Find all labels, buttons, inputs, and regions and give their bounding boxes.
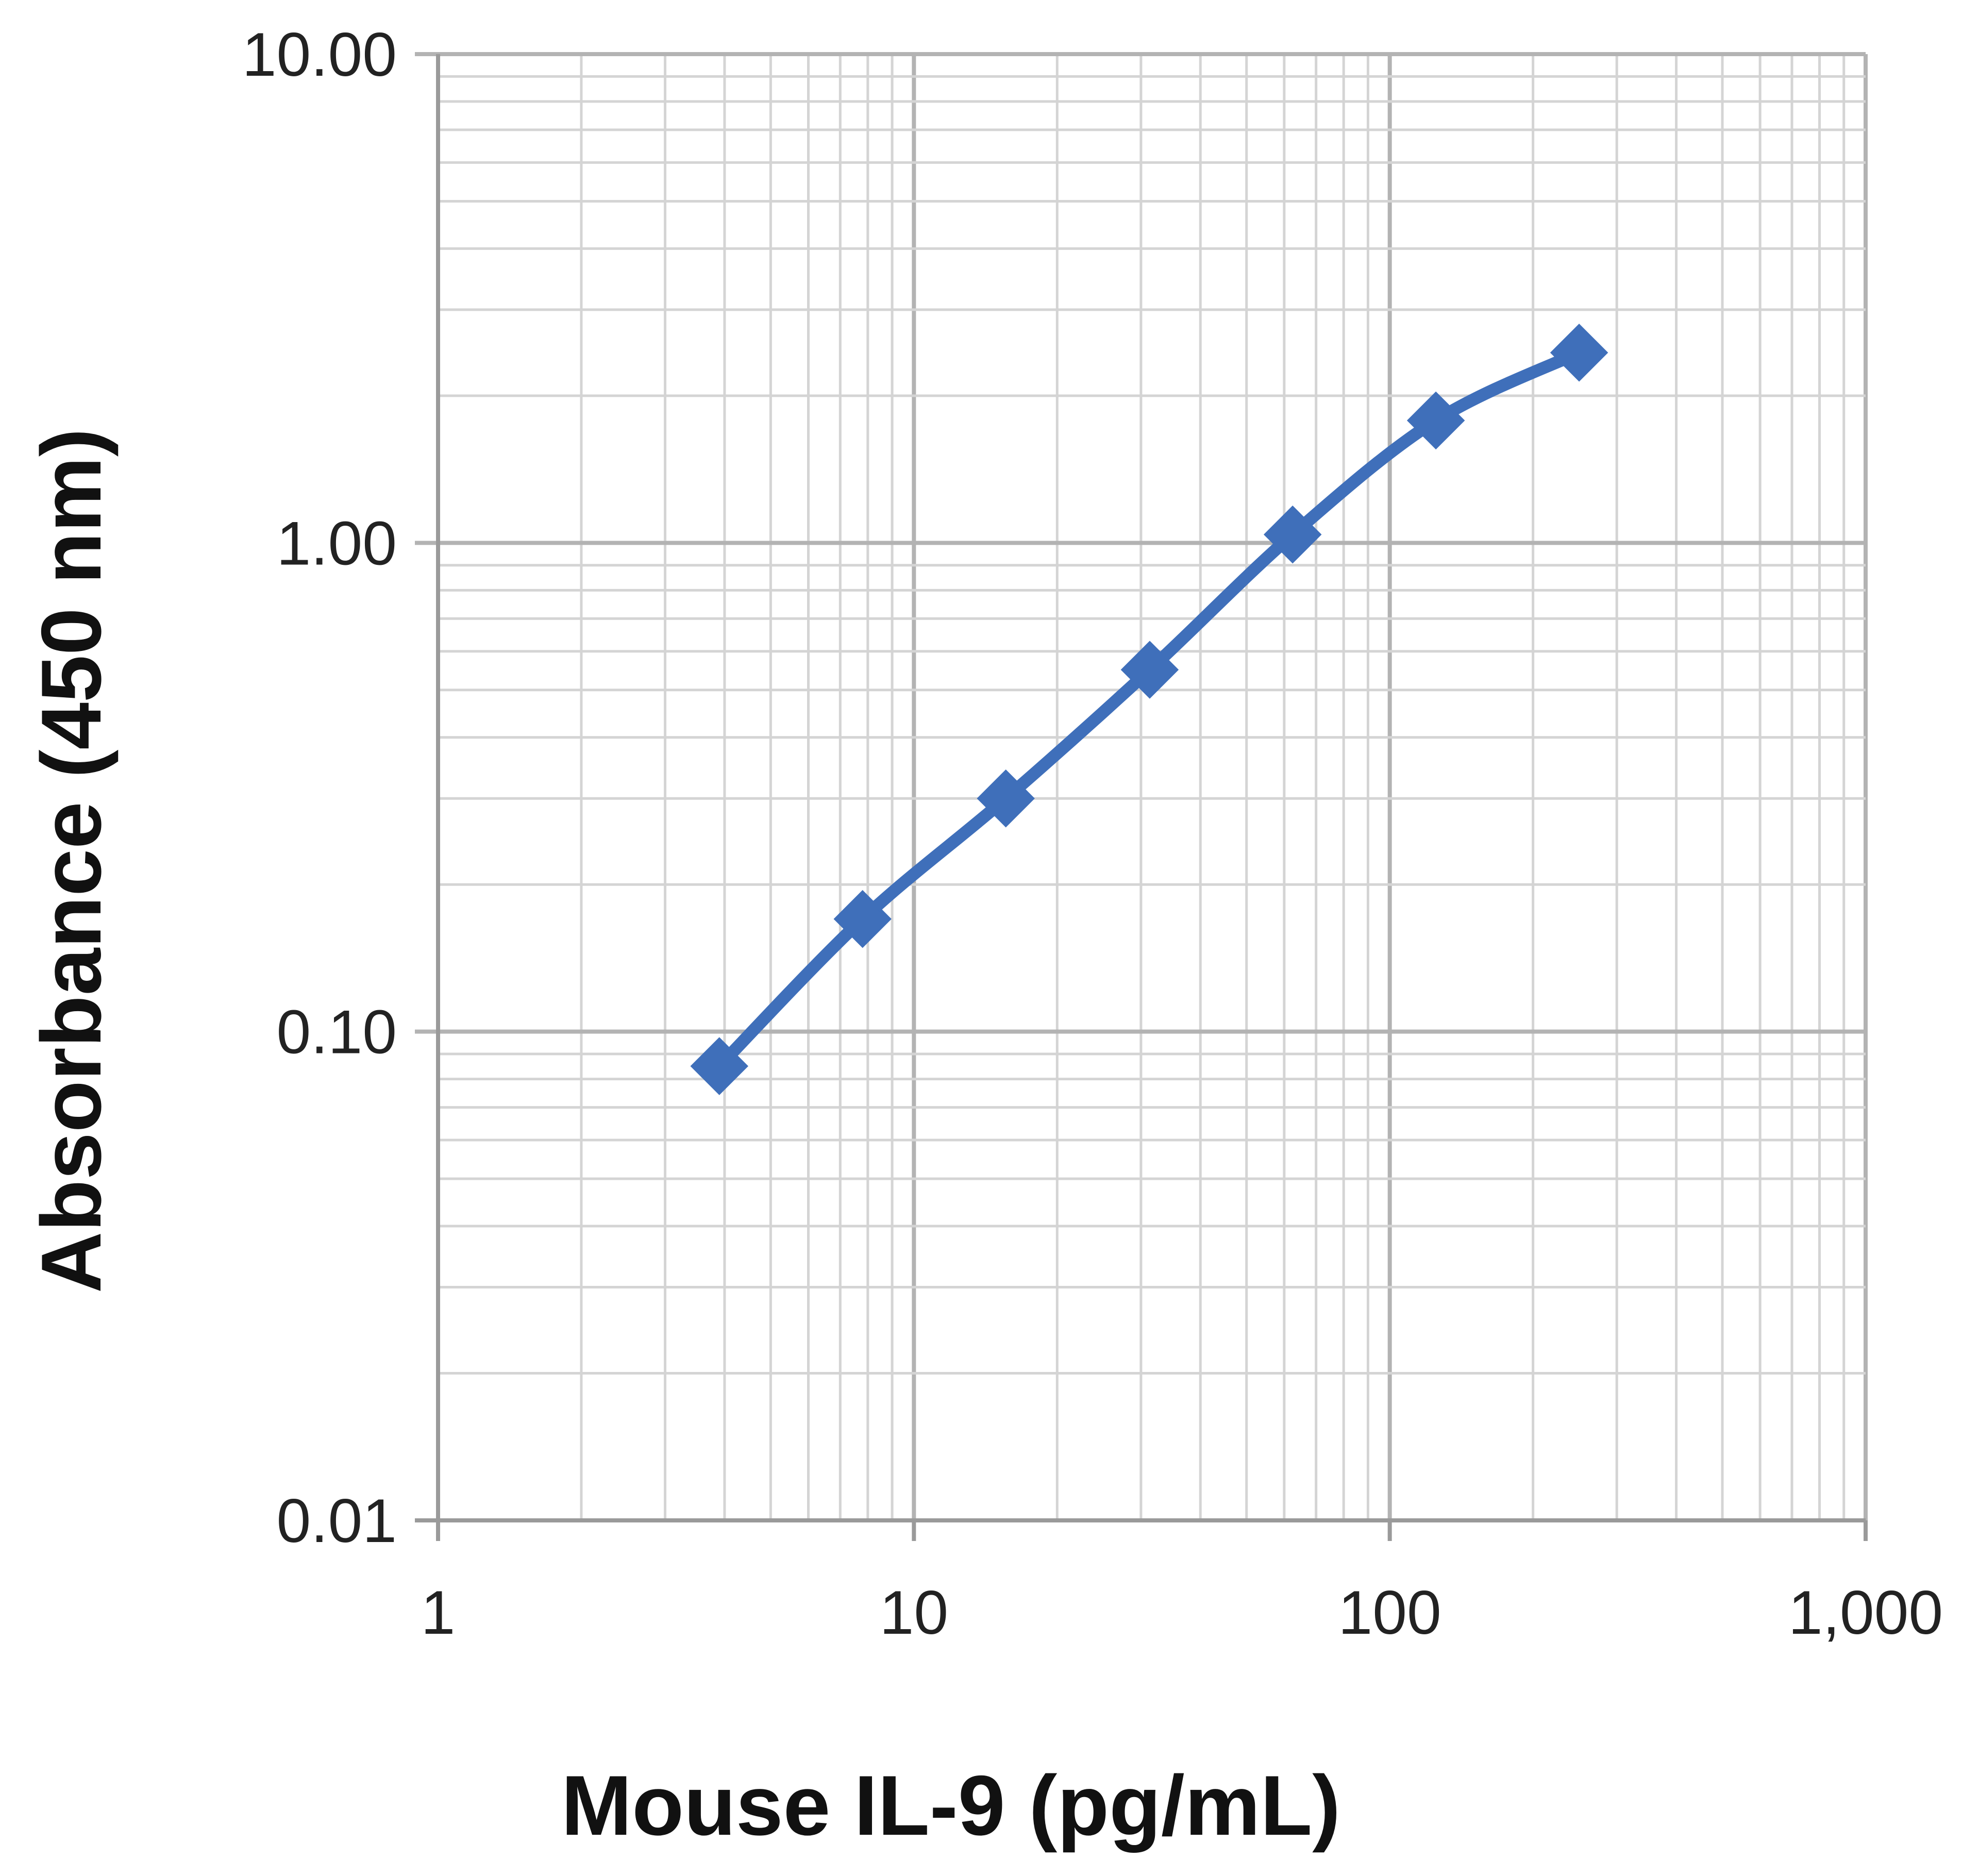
data-point-marker [1263,505,1322,564]
x-tick-label: 1,000 [1788,1578,1943,1647]
data-point-marker [1550,324,1608,382]
y-tick-label: 0.10 [276,998,397,1067]
x-axis-title: Mouse IL-9 (pg/mL) [561,1758,1340,1853]
series-line [713,346,1586,1073]
y-axis-title: Absorbance (450 nm) [24,428,119,1293]
y-tick-label: 0.01 [276,1486,397,1555]
data-point-marker [690,1037,748,1095]
data-point-marker [1120,641,1179,699]
x-tick-label: 100 [1338,1578,1441,1647]
x-tick-label: 10 [880,1578,948,1647]
grid [415,52,1868,1522]
series [690,324,1608,1095]
data-point-marker [977,769,1035,828]
axes [415,54,1868,1541]
x-tick-label: 1 [421,1578,456,1647]
y-tick-label: 10.00 [242,20,397,89]
data-point-marker [833,890,892,948]
y-tick-labels: 0.01 0.10 1.00 10.00 [242,20,397,1555]
y-tick-label: 1.00 [276,509,397,578]
x-tick-labels: 1 10 100 1,000 [421,1578,1943,1647]
data-point-marker [1406,391,1465,450]
